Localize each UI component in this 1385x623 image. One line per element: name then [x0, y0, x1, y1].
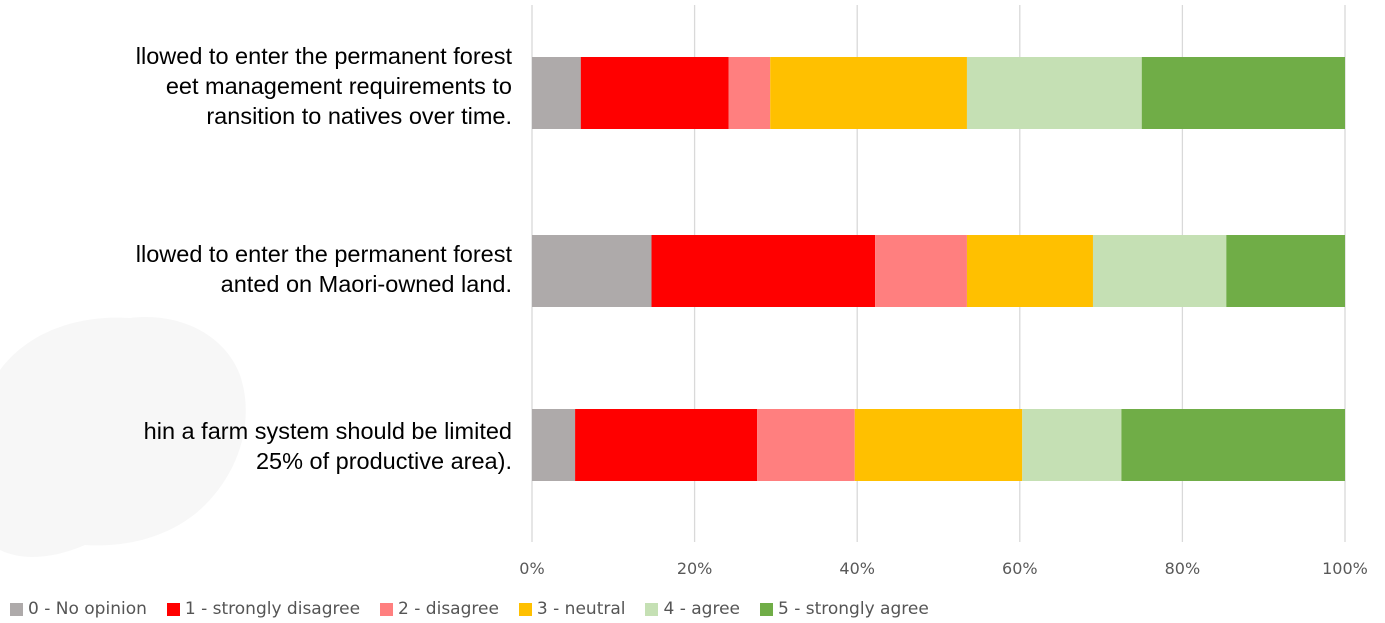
legend-swatch — [518, 602, 532, 616]
bar-segment — [532, 409, 576, 481]
bar-segment — [1022, 409, 1122, 481]
bar-segment — [651, 235, 876, 307]
x-tick-label: 20% — [677, 559, 713, 578]
bar-segment — [966, 235, 1093, 307]
legend-label: 3 - neutral — [536, 599, 626, 619]
bar-segment — [1092, 235, 1227, 307]
legend-item: 0 - No opinion — [10, 599, 147, 619]
x-tick-label: 40% — [839, 559, 875, 578]
bar-segment — [580, 57, 729, 129]
bar-segment — [1141, 57, 1345, 129]
legend-label: 4 - agree — [663, 599, 740, 619]
category-label: hin a farm system should be limited 25% … — [143, 418, 512, 474]
bar-series-group — [532, 57, 1345, 481]
bar-segment — [1226, 235, 1345, 307]
x-axis-ticks: 0% 20% 40% 60% 80% 100% — [519, 559, 1368, 578]
sheep-watermark-icon — [0, 317, 246, 557]
legend-swatch — [166, 602, 180, 616]
bar-segment — [575, 409, 758, 481]
legend: 0 - No opinion 1 - strongly disagree 2 - d… — [10, 596, 949, 622]
x-tick-label: 100% — [1322, 559, 1368, 578]
bar-segment — [1121, 409, 1345, 481]
legend-item: 1 - strongly disagree — [166, 599, 361, 619]
bar-segment — [966, 57, 1142, 129]
bar-segment — [854, 409, 1023, 481]
bar-segment — [770, 57, 967, 129]
x-tick-label: 80% — [1165, 559, 1201, 578]
legend-item: 4 - agree — [645, 599, 740, 619]
legend-item: 5 - strongly agree — [759, 599, 929, 619]
legend-swatch — [10, 602, 23, 616]
legend-label: 2 - disagree — [398, 599, 499, 619]
legend-item: 2 - disagree — [380, 599, 499, 619]
category-label: llowed to enter the permanent forest eet… — [135, 43, 512, 129]
bar-segment — [757, 409, 855, 481]
legend-swatch — [759, 602, 773, 616]
legend-label: 1 - strongly disagree — [184, 599, 361, 619]
x-tick-label: 0% — [519, 559, 544, 578]
legend-item: 3 - neutral — [518, 599, 626, 619]
legend-swatch — [645, 602, 659, 616]
legend-swatch — [380, 602, 394, 616]
legend-label: 5 - strongly agree — [777, 599, 929, 619]
category-label: llowed to enter the permanent forest ant… — [135, 241, 512, 297]
bar-segment — [728, 57, 771, 129]
bar-segment — [532, 235, 652, 307]
legend-label: 0 - No opinion — [28, 599, 147, 619]
x-tick-label: 60% — [1002, 559, 1038, 578]
bar-segment — [532, 57, 581, 129]
bar-segment — [875, 235, 967, 307]
